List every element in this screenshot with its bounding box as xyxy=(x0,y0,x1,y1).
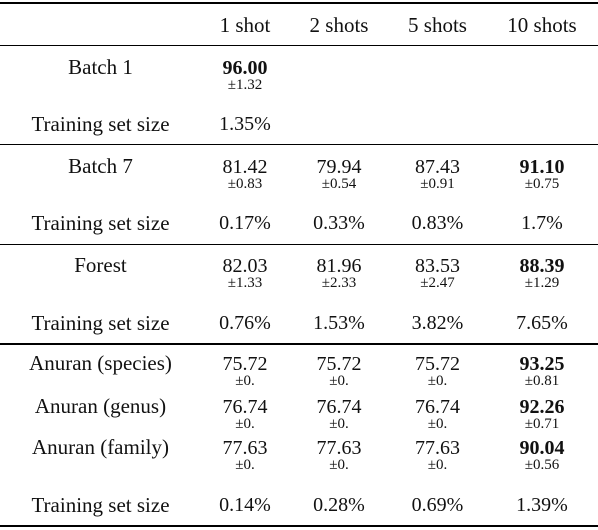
cell-std: ±0. xyxy=(427,416,448,432)
cell-mean: 81.42 xyxy=(222,156,268,178)
training-set-size-value: 0.69% xyxy=(411,494,464,516)
cell-mean: 83.53 xyxy=(415,255,460,277)
cell-std: ±0. xyxy=(329,373,349,389)
row-label: Batch 1 xyxy=(68,55,133,79)
cell-std: ±2.33 xyxy=(321,275,357,291)
cell-std: ±0. xyxy=(329,457,349,473)
cell-std: ±0.56 xyxy=(524,457,560,473)
column-header-5-shots: 5 shots xyxy=(408,13,467,37)
cell-mean: 76.74 xyxy=(316,396,362,418)
cell-std: ±0.54 xyxy=(321,176,357,192)
group-rule xyxy=(0,144,598,145)
cell-mean: 75.72 xyxy=(316,353,362,375)
bottom-rule xyxy=(0,525,598,527)
training-set-size-value: 0.28% xyxy=(313,494,365,516)
cell-mean: 82.03 xyxy=(222,255,268,277)
cell-mean: 90.04 xyxy=(519,437,565,459)
column-header-10-shots: 10 shots xyxy=(507,13,577,37)
row-label: Anuran (genus) xyxy=(34,394,167,418)
cell-std: ±1.32 xyxy=(227,77,263,93)
group-rule xyxy=(0,244,598,245)
column-header-1-shot: 1 shot xyxy=(219,13,271,37)
row-label: Anuran (species) xyxy=(29,351,172,375)
training-set-size-value: 0.83% xyxy=(411,212,464,234)
cell-mean: 79.94 xyxy=(316,156,362,178)
cell-mean: 75.72 xyxy=(415,353,460,375)
training-set-size-label: Training set size xyxy=(31,493,170,517)
cell-mean: 92.26 xyxy=(519,396,565,418)
training-set-size-value: 1.7% xyxy=(521,212,563,234)
cell-std: ±0.71 xyxy=(524,416,560,432)
cell-std: ±1.33 xyxy=(227,275,263,291)
cell-std: ±1.29 xyxy=(524,275,560,291)
header-rule xyxy=(0,45,598,46)
cell-std: ±0. xyxy=(427,373,448,389)
row-label: Forest xyxy=(74,253,127,277)
cell-mean: 77.63 xyxy=(222,437,268,459)
training-set-size-label: Training set size xyxy=(31,211,170,235)
group-rule xyxy=(0,343,598,345)
cell-std: ±0.75 xyxy=(524,176,560,192)
cell-mean: 81.96 xyxy=(316,255,362,277)
cell-std: ±0. xyxy=(329,416,349,432)
cell-std: ±0. xyxy=(235,416,255,432)
top-rule xyxy=(0,2,598,4)
cell-std: ±0.83 xyxy=(227,176,263,192)
cell-mean: 96.00 xyxy=(222,57,268,79)
row-label: Anuran (family) xyxy=(31,435,170,459)
cell-mean: 75.72 xyxy=(222,353,268,375)
cell-mean: 87.43 xyxy=(415,156,460,178)
training-set-size-value: 1.39% xyxy=(516,494,568,516)
cell-std: ±0. xyxy=(235,373,255,389)
training-set-size-value: 1.35% xyxy=(219,113,271,135)
cell-mean: 91.10 xyxy=(519,156,565,178)
cell-mean: 76.74 xyxy=(222,396,268,418)
cell-mean: 77.63 xyxy=(316,437,362,459)
cell-std: ±0. xyxy=(235,457,255,473)
cell-mean: 77.63 xyxy=(415,437,460,459)
training-set-size-value: 3.82% xyxy=(411,312,464,334)
training-set-size-value: 0.33% xyxy=(313,212,365,234)
cell-std: ±0. xyxy=(427,457,448,473)
cell-std: ±0.91 xyxy=(420,176,455,192)
training-set-size-value: 0.14% xyxy=(219,494,271,516)
cell-mean: 93.25 xyxy=(519,353,565,375)
row-label: Batch 7 xyxy=(68,154,133,178)
training-set-size-label: Training set size xyxy=(31,311,170,335)
training-set-size-value: 0.76% xyxy=(219,312,271,334)
training-set-size-value: 0.17% xyxy=(219,212,271,234)
cell-mean: 76.74 xyxy=(415,396,460,418)
cell-std: ±0.81 xyxy=(524,373,560,389)
cell-mean: 88.39 xyxy=(519,255,565,277)
training-set-size-value: 7.65% xyxy=(516,312,568,334)
training-set-size-label: Training set size xyxy=(31,112,170,136)
cell-std: ±2.47 xyxy=(420,275,455,291)
column-header-2-shots: 2 shots xyxy=(309,13,369,37)
training-set-size-value: 1.53% xyxy=(313,312,365,334)
